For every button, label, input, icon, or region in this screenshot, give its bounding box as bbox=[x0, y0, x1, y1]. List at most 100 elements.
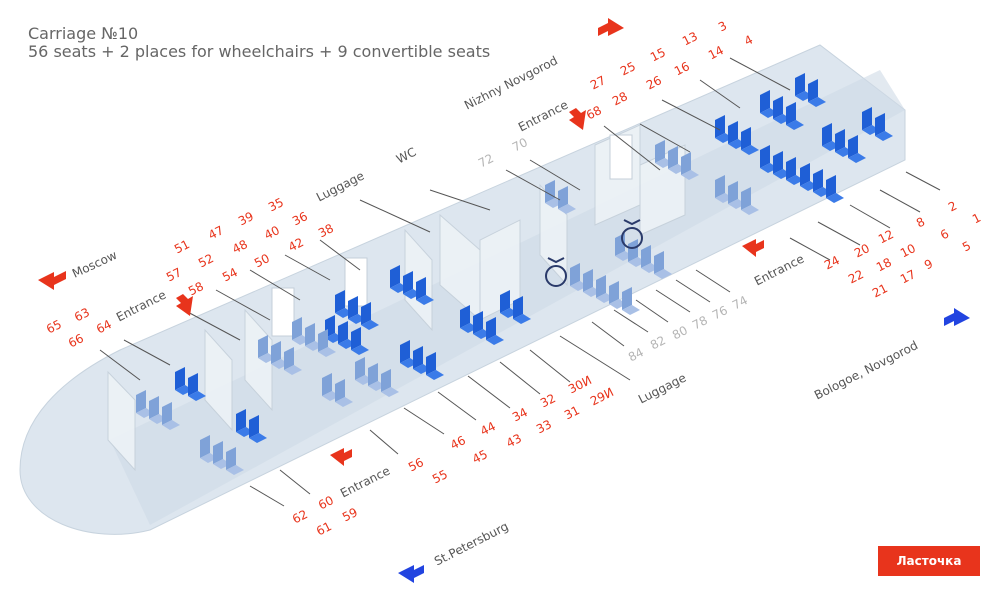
seat-icon bbox=[149, 396, 159, 419]
seat-icon bbox=[760, 90, 770, 113]
leader-line bbox=[279, 469, 311, 495]
seat-cushion bbox=[513, 314, 531, 324]
seat-icon bbox=[200, 435, 210, 458]
leader-line bbox=[319, 239, 361, 271]
seat-icon bbox=[284, 347, 294, 370]
leader-line bbox=[695, 269, 731, 293]
arrow-icon-entrance-4 bbox=[742, 239, 764, 257]
brand-badge: Ласточка bbox=[878, 546, 980, 576]
seat-groups bbox=[136, 73, 893, 475]
leader-line bbox=[467, 375, 511, 409]
seat-cushion bbox=[249, 433, 267, 443]
seat-icon bbox=[773, 96, 783, 119]
leader-line bbox=[559, 335, 631, 381]
seat-icon bbox=[258, 335, 268, 358]
seat-icon bbox=[351, 327, 361, 350]
seat-icon bbox=[741, 187, 751, 210]
seat-icon bbox=[622, 287, 632, 310]
seat-icon bbox=[795, 73, 805, 96]
seat-icon bbox=[875, 113, 885, 136]
leader-line bbox=[729, 57, 791, 91]
seat-icon bbox=[773, 151, 783, 174]
seat-icon bbox=[416, 277, 426, 300]
leader-line bbox=[591, 321, 625, 347]
seat-icon bbox=[862, 107, 872, 130]
wheelchair-icon bbox=[545, 219, 643, 287]
leader-line bbox=[655, 289, 691, 313]
seat-icon bbox=[628, 239, 638, 262]
seat-icon bbox=[655, 140, 665, 163]
seat-cushion bbox=[335, 397, 353, 407]
seat-cushion bbox=[416, 295, 434, 305]
leader-line bbox=[661, 99, 721, 131]
leader-line bbox=[249, 485, 285, 507]
seat-icon bbox=[760, 145, 770, 168]
seat-icon bbox=[715, 115, 725, 138]
seat-cushion bbox=[848, 153, 866, 163]
arrow-icon-entrance-1 bbox=[176, 294, 193, 316]
seat-icon bbox=[715, 175, 725, 198]
seat-cushion bbox=[681, 170, 699, 180]
seat-cushion bbox=[786, 120, 804, 130]
seat-icon bbox=[426, 352, 436, 375]
leader-line bbox=[849, 204, 891, 229]
seat-icon bbox=[728, 121, 738, 144]
seat-icon bbox=[570, 263, 580, 286]
seat-cushion bbox=[318, 347, 336, 357]
leader-line bbox=[437, 391, 477, 421]
leader-line bbox=[284, 254, 331, 281]
leader-line bbox=[635, 299, 669, 323]
seat-cushion bbox=[284, 365, 302, 375]
seat-cushion bbox=[188, 391, 206, 401]
seat-icon bbox=[271, 341, 281, 364]
seat-icon bbox=[162, 402, 172, 425]
seat-icon bbox=[741, 127, 751, 150]
seat-icon bbox=[848, 135, 858, 158]
carriage-capacity: 56 seats + 2 places for wheelchairs + 9 … bbox=[28, 42, 491, 61]
seat-icon bbox=[596, 275, 606, 298]
seat-cushion bbox=[162, 420, 180, 430]
arrow-icon-nizhny bbox=[598, 18, 624, 36]
seat-icon bbox=[728, 181, 738, 204]
seat-cushion bbox=[558, 204, 576, 214]
seat-icon bbox=[822, 123, 832, 146]
leader-line bbox=[99, 349, 141, 381]
seat-icon bbox=[668, 146, 678, 169]
seat-icon bbox=[545, 180, 555, 203]
leader-line bbox=[817, 221, 861, 246]
seat-cushion bbox=[361, 320, 379, 330]
seat-icon bbox=[335, 290, 345, 313]
seat-icon bbox=[226, 447, 236, 470]
leader-line bbox=[699, 79, 741, 109]
seat-icon bbox=[654, 251, 664, 274]
seat-icon bbox=[368, 363, 378, 386]
seat-icon bbox=[826, 175, 836, 198]
seat-icon bbox=[609, 281, 619, 304]
leader-line bbox=[789, 237, 831, 261]
leader-line bbox=[429, 189, 491, 211]
leader-line bbox=[499, 361, 541, 395]
seat-cushion bbox=[622, 305, 640, 315]
seat-cushion bbox=[808, 97, 826, 107]
arrow-icon-st-petersburg bbox=[398, 565, 424, 583]
seat-icon bbox=[400, 340, 410, 363]
seat-icon bbox=[808, 79, 818, 102]
seat-icon bbox=[800, 163, 810, 186]
seat-cushion bbox=[875, 131, 893, 141]
seat-icon bbox=[292, 317, 302, 340]
seat-icon bbox=[413, 346, 423, 369]
leader-line bbox=[603, 125, 661, 171]
leader-line bbox=[249, 269, 301, 301]
arrow-icon-bologoe bbox=[944, 308, 970, 326]
seat-icon bbox=[305, 323, 315, 346]
seat-icon bbox=[188, 373, 198, 396]
seat-icon bbox=[213, 441, 223, 464]
seat-icon bbox=[473, 311, 483, 334]
leader-line bbox=[529, 349, 571, 383]
seat-icon bbox=[236, 409, 246, 432]
seat-icon bbox=[322, 373, 332, 396]
seat-icon bbox=[338, 321, 348, 344]
seat-icon bbox=[835, 129, 845, 152]
leader-line bbox=[123, 339, 171, 366]
